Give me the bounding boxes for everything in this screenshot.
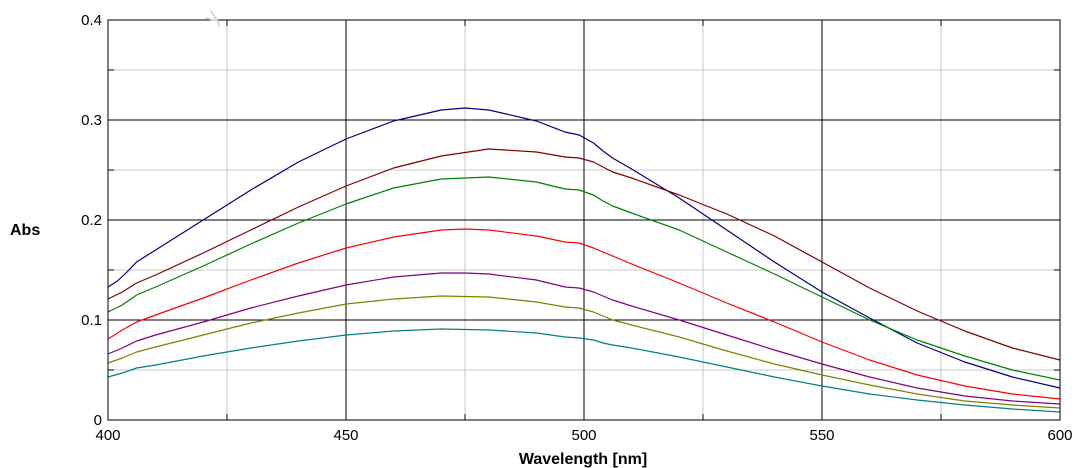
- series-line-4: [107, 228, 1061, 400]
- y-tick-label: 0: [94, 412, 102, 429]
- x-tick-label: 550: [809, 427, 834, 444]
- x-tick-label: 450: [333, 427, 358, 444]
- y-tick-label: 0.1: [81, 312, 102, 329]
- x-axis-title: Wavelength [nm]: [519, 451, 647, 468]
- y-axis-title: Abs: [10, 222, 40, 239]
- x-tick-label: 500: [571, 427, 596, 444]
- axis-ticks: [107, 19, 1061, 421]
- y-tick-label: 0.2: [81, 212, 102, 229]
- y-tick-label: 0.3: [81, 112, 102, 129]
- x-tick-label: 400: [95, 427, 120, 444]
- series-line-7: [107, 328, 1061, 413]
- series-line-1: [107, 107, 1061, 389]
- series-line-6: [107, 295, 1061, 409]
- major-grid: [108, 20, 1060, 420]
- series-line-5: [107, 272, 1061, 405]
- tick-labels: 400 450 500 550 600 0 0.1 0.2 0.3 0.4: [81, 12, 1072, 444]
- series-layer: [107, 107, 1061, 413]
- y-tick-label: 0.4: [81, 12, 102, 29]
- series-line-3: [107, 176, 1061, 381]
- x-tick-label: 600: [1047, 427, 1072, 444]
- series-line-2: [107, 148, 1061, 361]
